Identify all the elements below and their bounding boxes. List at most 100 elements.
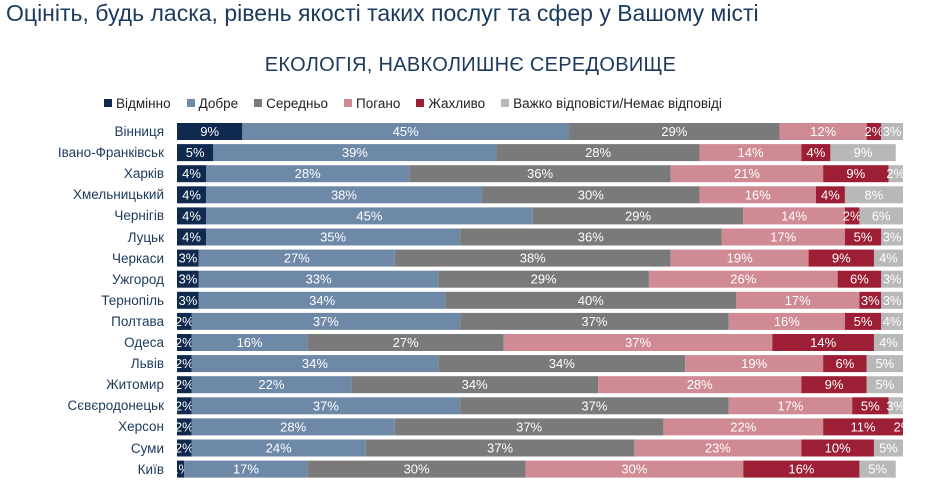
data-label: 4% (182, 208, 201, 223)
bar-segment (481, 186, 700, 204)
bar-segment (191, 376, 352, 394)
bar-segment (837, 270, 882, 288)
data-label: 4% (879, 251, 898, 266)
data-label: 30% (578, 187, 604, 202)
data-label: 6% (850, 272, 869, 287)
legend-item-2: Середньо (254, 96, 328, 111)
bar-segment (844, 186, 903, 204)
data-label: 38% (520, 251, 546, 266)
data-label: 35% (320, 230, 346, 245)
bar-segment (394, 249, 671, 267)
data-label: 4% (806, 145, 825, 160)
bar-segment (823, 165, 889, 183)
bar-segment (177, 334, 192, 351)
data-label: 3% (178, 251, 197, 266)
legend-label: Середньо (266, 95, 329, 111)
data-label: 6% (836, 356, 855, 371)
data-label: 11% (851, 419, 876, 434)
bar-segment (699, 144, 802, 162)
data-label: 9% (854, 145, 873, 160)
bar-segment (743, 460, 860, 478)
data-label: 29% (531, 272, 557, 287)
data-label: 17% (770, 230, 796, 245)
legend-item-4: Жахливо (416, 96, 485, 111)
data-label: 5% (186, 145, 205, 160)
data-label: 22% (730, 419, 756, 434)
data-label: 3% (883, 124, 902, 139)
bar-segment (873, 249, 903, 267)
bar-segment (670, 165, 824, 183)
data-label: 27% (284, 251, 310, 266)
data-label: 2% (175, 441, 194, 456)
bar-segment (445, 291, 737, 309)
legend-label: Важко відповісти/Немає відповіді (513, 95, 722, 111)
bar-segment (873, 334, 903, 351)
category-label: Львів (130, 356, 164, 372)
bar-segment (184, 460, 308, 478)
legend-swatch (416, 99, 425, 107)
data-label: 9% (200, 124, 219, 139)
category-label: Вінниця (114, 124, 165, 139)
data-label: 21% (734, 166, 760, 181)
data-label: 34% (462, 377, 488, 392)
bar-segment (823, 418, 903, 436)
category-label: Полтава (111, 313, 164, 329)
data-label: 12% (810, 124, 836, 139)
bar-segment (177, 312, 192, 330)
data-label: 28% (585, 145, 611, 160)
bar-segment (191, 439, 366, 457)
data-label: 17% (777, 398, 803, 413)
data-label: 6% (872, 208, 891, 223)
data-label: 2% (175, 419, 194, 434)
bar-segment (859, 460, 896, 478)
data-label: 2% (175, 398, 194, 413)
legend-item-1: Добре (186, 96, 238, 111)
category-label: Хмельницький (72, 187, 164, 203)
data-label: 14% (738, 145, 764, 160)
bar-segment (177, 270, 199, 288)
bar-segment (198, 270, 439, 288)
legend-label: Відмінно (116, 95, 171, 111)
bar-segment (496, 144, 700, 162)
bar-segment (177, 207, 207, 225)
data-label: 3% (883, 272, 902, 287)
bar-segment (699, 186, 816, 204)
bar-segment (409, 165, 671, 183)
category-label: Одеса (124, 335, 164, 350)
bar-segment (736, 291, 860, 309)
bar-segment (532, 207, 744, 225)
bar-segment (206, 165, 410, 183)
data-label: 36% (578, 230, 604, 245)
bar-segment (801, 439, 874, 457)
data-label: 16% (788, 462, 814, 477)
data-label: 34% (549, 356, 575, 371)
data-label: 23% (705, 441, 731, 456)
data-label: 37% (516, 419, 542, 434)
bar-segment (873, 439, 903, 457)
bar-segment (394, 418, 664, 436)
bar-segment (808, 249, 874, 267)
data-label: 37% (625, 335, 651, 350)
bar-segment (685, 355, 824, 373)
bar-segment (177, 397, 192, 415)
bar-segment (460, 228, 722, 246)
data-label: 5% (868, 462, 887, 477)
data-label: 5% (875, 356, 894, 371)
bar-segment (881, 228, 903, 246)
bar-segment (881, 123, 903, 140)
data-label: 3% (178, 272, 197, 287)
data-label: 37% (313, 398, 339, 413)
bar-segment (503, 334, 773, 351)
data-label: 37% (313, 314, 339, 329)
bar-segment (598, 376, 802, 394)
bar-segment (177, 376, 192, 394)
bar-segment (177, 460, 185, 478)
data-label: 30% (621, 462, 647, 477)
data-label: 2% (175, 314, 194, 329)
data-label: 26% (730, 272, 756, 287)
legend-item-5: Важко відповісти/Немає відповіді (501, 96, 722, 111)
bar-segment (844, 207, 860, 225)
data-label: 2% (865, 124, 884, 139)
bar-segment (728, 397, 853, 415)
